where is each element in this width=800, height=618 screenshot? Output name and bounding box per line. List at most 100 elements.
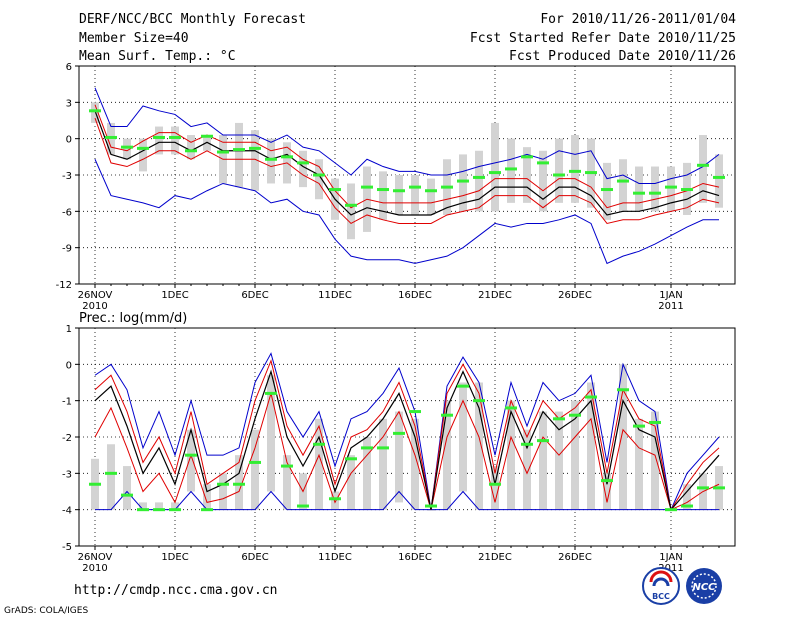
temp-box xyxy=(619,159,627,212)
prec-box xyxy=(395,411,403,503)
temp-box xyxy=(635,166,643,212)
temp-lower-spread-line xyxy=(94,117,720,225)
temp-xtick-year: 2011 xyxy=(658,301,683,312)
temp-ytick-label: 6 xyxy=(66,62,72,73)
prec-box xyxy=(123,466,131,510)
bcc-logo: BCC xyxy=(642,567,680,605)
temp-box xyxy=(603,162,611,220)
prec-box xyxy=(267,375,275,492)
temp-ytick-label: 0 xyxy=(66,135,72,146)
temp-box xyxy=(651,166,659,212)
prec-max-line xyxy=(94,352,720,512)
prec-box xyxy=(283,455,291,510)
prec-box xyxy=(651,411,659,510)
temp-xtick-label: 26NOV xyxy=(78,290,113,301)
prec-xtick-label: 26DEC xyxy=(558,552,592,563)
grads-credit: GrADS: COLA/IGES xyxy=(4,606,89,616)
prec-box xyxy=(155,502,163,510)
temp-box xyxy=(555,138,563,203)
prec-xtick-label: 6DEC xyxy=(241,552,268,563)
temp-box xyxy=(379,171,387,220)
temp-box xyxy=(459,154,467,212)
temp-ytick-label: -3 xyxy=(62,171,72,182)
temp-box xyxy=(523,147,531,203)
temp-box xyxy=(395,175,403,215)
prec-box xyxy=(347,455,355,510)
prec-xtick-label: 26NOV xyxy=(78,552,113,563)
prec-box xyxy=(411,418,419,510)
prec-box xyxy=(507,400,515,510)
prec-box xyxy=(331,491,339,510)
prec-box xyxy=(187,429,195,492)
prec-ytick-label: 1 xyxy=(66,324,72,335)
temp-ytick-label: 3 xyxy=(66,98,72,109)
footer-url[interactable]: http://cmdp.ncc.cma.gov.cn xyxy=(74,583,278,598)
prec-box xyxy=(315,418,323,510)
prec-xtick-year: 2011 xyxy=(658,563,683,574)
prec-box xyxy=(475,382,483,510)
prec-panel-title: Prec.: log(mm/d) xyxy=(79,311,187,326)
prec-box xyxy=(203,484,211,510)
variable-label: Mean Surf. Temp.: °C xyxy=(79,49,236,64)
prec-box xyxy=(139,502,147,510)
member-size-label: Member Size=40 xyxy=(79,31,189,46)
temp-box xyxy=(267,138,275,184)
temp-max-line xyxy=(94,87,720,184)
prec-ytick-label: -2 xyxy=(62,433,72,444)
prec-box xyxy=(219,473,227,510)
temp-xtick-label: 6DEC xyxy=(241,290,268,301)
prec-xtick-label: 11DEC xyxy=(318,552,352,563)
prec-box xyxy=(171,502,179,510)
temp-xtick-year: 2010 xyxy=(82,301,107,312)
temp-box xyxy=(235,122,243,188)
temp-box xyxy=(187,135,195,160)
prec-xtick-year: 2010 xyxy=(82,563,107,574)
prec-ytick-label: -3 xyxy=(62,469,72,480)
temp-box xyxy=(171,126,179,155)
temp-box xyxy=(507,138,515,203)
temp-box xyxy=(411,175,419,215)
temp-ytick-label: -12 xyxy=(56,280,72,291)
prec-box xyxy=(635,418,643,510)
prec-xtick-label: 21DEC xyxy=(478,552,512,563)
temp-xtick-label: 16DEC xyxy=(398,290,432,301)
temp-box xyxy=(315,159,323,200)
temp-ytick-label: -6 xyxy=(62,207,72,218)
prec-box xyxy=(603,473,611,510)
prec-box xyxy=(571,400,579,510)
prec-min-line xyxy=(95,490,719,511)
prec-box xyxy=(251,429,259,510)
bcc-logo-text: BCC xyxy=(652,592,670,601)
temp-box xyxy=(155,126,163,155)
ncc-logo: NCC xyxy=(686,568,722,604)
temp-xtick-label: 1DEC xyxy=(161,290,188,301)
temp-xtick-label: 1JAN xyxy=(659,290,682,301)
temp-box xyxy=(539,150,547,212)
chart-title: DERF/NCC/BCC Monthly Forecast xyxy=(79,12,306,27)
ncc-logo-text: NCC xyxy=(692,582,716,593)
temp-box xyxy=(667,166,675,212)
temp-box xyxy=(427,178,435,215)
prec-ytick-label: -1 xyxy=(62,397,72,408)
temp-box xyxy=(347,183,355,240)
prec-xtick-label: 16DEC xyxy=(398,552,432,563)
temp-ytick-label: -9 xyxy=(62,244,72,255)
prec-box xyxy=(379,418,387,510)
temp-upper-spread-line xyxy=(94,104,720,209)
temp-min-line xyxy=(94,159,719,265)
temp-box xyxy=(251,130,259,191)
temp-xtick-label: 21DEC xyxy=(478,290,512,301)
prec-ytick-label: 0 xyxy=(66,360,72,371)
prec-box xyxy=(523,429,531,510)
prec-box xyxy=(443,400,451,510)
prec-ytick-label: -4 xyxy=(62,506,72,517)
temp-box xyxy=(715,154,723,208)
prec-box xyxy=(459,382,467,492)
prec-box xyxy=(107,444,115,510)
temp-box xyxy=(91,102,99,123)
prec-box xyxy=(539,411,547,510)
temp-xtick-label: 11DEC xyxy=(318,290,352,301)
